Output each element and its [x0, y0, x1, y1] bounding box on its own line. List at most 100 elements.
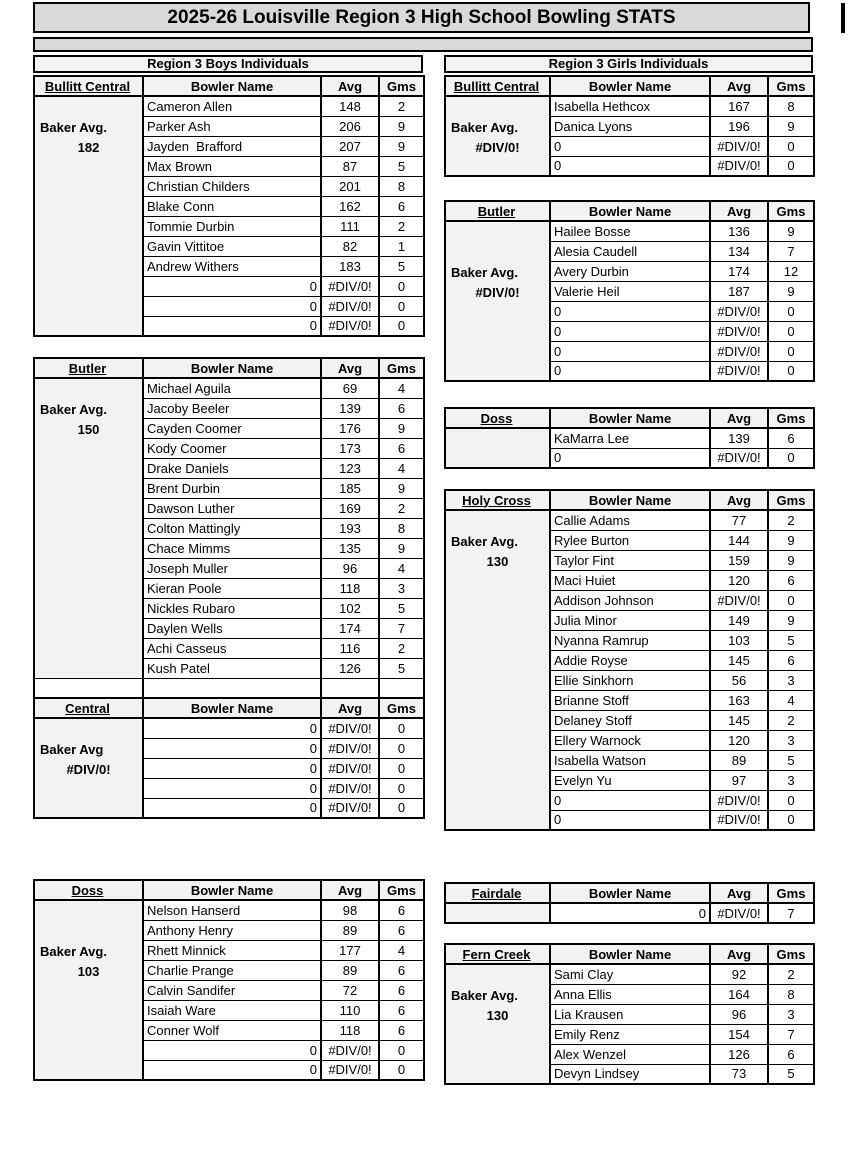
gms-header: Gms: [767, 943, 815, 965]
cell-gms: 3: [378, 577, 425, 599]
cell-bowler-name: Addie Royse: [549, 649, 711, 671]
cell-gms: 6: [767, 427, 815, 449]
table-row: 0 #DIV/0! 0: [34, 797, 425, 819]
cell-gms: 9: [378, 537, 425, 559]
cell-avg: 148: [320, 95, 380, 117]
table-row: Joseph Muller 96 4: [34, 557, 425, 579]
gms-header: Gms: [378, 357, 425, 379]
cell-bowler-name: Chace Mimms: [142, 537, 322, 559]
cell-gms: 6: [378, 397, 425, 419]
cell-avg: 193: [320, 517, 380, 539]
baker-avg-label: Baker Avg.: [40, 402, 107, 417]
cell-avg: 139: [320, 397, 380, 419]
cell-gms: 9: [767, 609, 815, 631]
baker-avg-value: 150: [77, 422, 100, 437]
baker-avg-label: Baker Avg.: [40, 120, 107, 135]
cell-bowler-name: 0: [142, 1039, 322, 1061]
cell-bowler-name: Brianne Stoff: [549, 689, 711, 711]
cell-gms: 9: [378, 477, 425, 499]
cell-gms: 7: [378, 617, 425, 639]
cell-gms: 0: [378, 737, 425, 759]
cell-avg: 102: [320, 597, 380, 619]
cell-avg: 196: [709, 115, 769, 137]
table-row: Maci Huiet 120 6: [445, 569, 815, 591]
cell-bowler-name: 0: [142, 757, 322, 779]
bowler-name-header: Bowler Name: [549, 882, 711, 904]
cell-gms: 6: [378, 195, 425, 217]
cell-gms: 0: [378, 295, 425, 317]
table-row: Parker Ash 206 9: [34, 115, 425, 137]
cell-bowler-name: Delaney Stoff: [549, 709, 711, 731]
gms-header: Gms: [767, 407, 815, 429]
cell-avg: 116: [320, 637, 380, 659]
table-row: Drake Daniels 123 4: [34, 457, 425, 479]
cell-bowler-name: Tommie Durbin: [142, 215, 322, 237]
cell-gms: 5: [378, 155, 425, 177]
bowler-name-header: Bowler Name: [142, 75, 322, 97]
bowler-name-header: Bowler Name: [549, 75, 711, 97]
cell-bowler-name: Julia Minor: [549, 609, 711, 631]
cell-gms: 8: [767, 983, 815, 1005]
cell-gms: 0: [378, 797, 425, 819]
cell-avg: #DIV/0!: [709, 789, 769, 811]
table-row: Brianne Stoff 163 4: [445, 689, 815, 711]
cell-gms: 5: [378, 597, 425, 619]
cell-bowler-name: KaMarra Lee: [549, 427, 711, 449]
cell-bowler-name: 0: [142, 717, 322, 739]
cell-gms: 8: [378, 175, 425, 197]
gms-header: Gms: [767, 75, 815, 97]
table-row: Addison Johnson #DIV/0! 0: [445, 589, 815, 611]
cell-gms: 3: [767, 729, 815, 751]
cell-avg: #DIV/0!: [320, 717, 380, 739]
girls-table-bullitt-central: Bullitt Central Bowler Name Avg Gms Baker Av…: [444, 75, 815, 177]
cell-bowler-name: Addison Johnson: [549, 589, 711, 611]
bowler-name-header: Bowler Name: [549, 943, 711, 965]
blank-label-cell: [33, 677, 144, 699]
cell-avg: #DIV/0!: [320, 275, 380, 297]
adjacent-cell-border: [841, 3, 845, 33]
cell-avg: 173: [320, 437, 380, 459]
cell-bowler-name: Danica Lyons: [549, 115, 711, 137]
table-row: Nickles Rubaro 102 5: [34, 597, 425, 619]
cell-avg: #DIV/0!: [709, 135, 769, 157]
cell-gms: 12: [767, 260, 815, 282]
cell-bowler-name: Colton Mattingly: [142, 517, 322, 539]
bowler-name-header: Bowler Name: [142, 879, 322, 901]
avg-header: Avg: [709, 489, 769, 511]
baker-avg-cell: Baker Avg. 150: [33, 377, 144, 679]
cell-bowler-name: Callie Adams: [549, 509, 711, 531]
cell-bowler-name: Devyn Lindsey: [549, 1063, 711, 1085]
cell-bowler-name: Calvin Sandifer: [142, 979, 322, 1001]
baker-avg-cell: [444, 427, 551, 469]
cell-avg: 174: [320, 617, 380, 639]
cell-bowler-name: Drake Daniels: [142, 457, 322, 479]
gms-header: Gms: [378, 75, 425, 97]
cell-bowler-name: 0: [549, 902, 711, 924]
cell-avg: #DIV/0!: [709, 447, 769, 469]
cell-avg: 98: [320, 899, 380, 921]
school-name-cell: Fern Creek: [444, 943, 551, 965]
cell-bowler-name: 0: [142, 737, 322, 759]
cell-avg: 111: [320, 215, 380, 237]
cell-gms: 0: [767, 320, 815, 342]
cell-gms: 0: [767, 589, 815, 611]
page-title: 2025-26 Louisville Region 3 High School …: [33, 2, 810, 33]
girls-tables: Bullitt Central Bowler Name Avg Gms Baker Av…: [444, 75, 815, 1085]
table-row: 0 #DIV/0! 7: [444, 902, 815, 924]
baker-avg-value: 103: [77, 964, 100, 979]
table-row: 0 #DIV/0! 0: [34, 1039, 425, 1061]
cell-bowler-name: 0: [549, 155, 711, 177]
table-row: 0 #DIV/0! 0: [445, 360, 815, 382]
cell-avg: #DIV/0!: [320, 295, 380, 317]
avg-header: Avg: [320, 697, 380, 719]
table-row: Rhett Minnick 177 4: [34, 939, 425, 961]
baker-avg-cell: Baker Avg. #DIV/0!: [444, 95, 551, 177]
cell-avg: 163: [709, 689, 769, 711]
baker-avg-label: Baker Avg.: [451, 120, 518, 135]
boys-column: Region 3 Boys Individuals Bullitt Centra…: [33, 55, 425, 1081]
table-row: 0 #DIV/0! 0: [445, 447, 815, 469]
table-row: 0 #DIV/0! 0: [445, 789, 815, 811]
baker-avg-label: Baker Avg.: [451, 534, 518, 549]
cell-bowler-name: 0: [142, 797, 322, 819]
boys-table-central: Central Bowler Name Avg Gms Baker Avg #DIV/0!…: [33, 697, 425, 819]
